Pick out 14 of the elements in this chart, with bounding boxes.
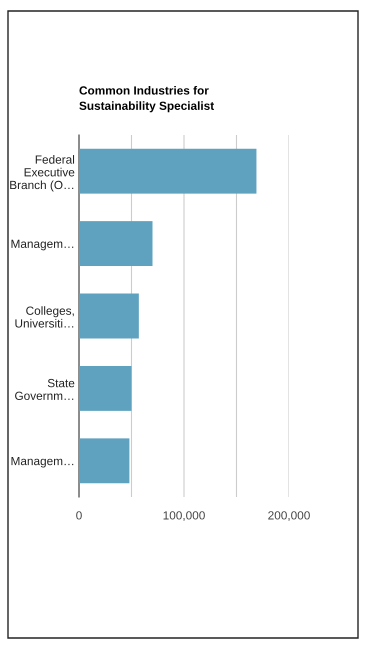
chart-title: Common Industries for Sustainability Specialist xyxy=(79,86,214,112)
bar xyxy=(79,148,256,194)
bar xyxy=(79,438,130,484)
bar xyxy=(79,294,139,338)
y-tick-label: Colleges, Universiti… xyxy=(15,306,74,328)
x-tick-label: 200,000 xyxy=(268,511,310,521)
bar xyxy=(79,366,132,411)
y-tick-label: State Governm… xyxy=(15,378,74,400)
bar xyxy=(79,221,152,266)
x-tick-label: 0 xyxy=(76,511,82,520)
x-tick-label: 100,000 xyxy=(164,511,205,521)
y-tick-label: Managem… xyxy=(12,240,74,250)
y-tick-label: Federal Executive Branch (O… xyxy=(10,155,74,192)
y-tick-label: Managem… xyxy=(12,456,74,468)
